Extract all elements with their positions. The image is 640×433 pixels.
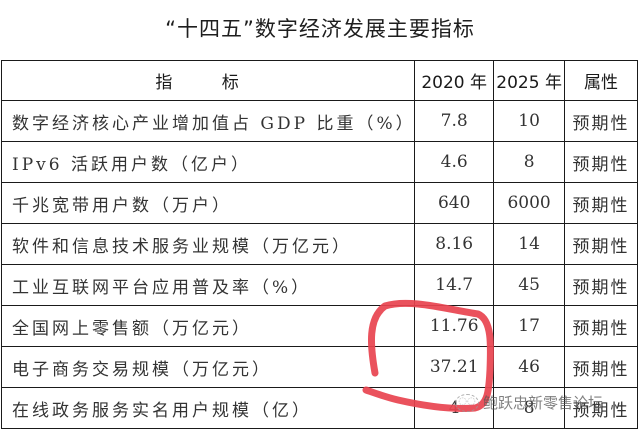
attribute: 预期性 — [564, 100, 638, 142]
page-title: “十四五”数字经济发展主要指标 — [165, 17, 475, 41]
indicator-name: 数字经济核心产业增加值占 GDP 比重（%） — [0, 100, 416, 142]
value-2025: 17 — [493, 305, 566, 347]
attribute: 预期性 — [564, 387, 638, 429]
indicator-name: 电子商务交易规模（万亿元） — [0, 346, 416, 388]
value-2020: 11.76 — [414, 305, 495, 347]
indicator-name: 在线政务服务实名用户规模（亿） — [0, 387, 416, 429]
value-2025: 14 — [493, 223, 566, 265]
value-2020: 4.6 — [414, 141, 495, 183]
table-header-row: 指 标 2020 年 2025 年 属性 — [0, 60, 638, 101]
wechat-icon: ◌◌ — [455, 393, 479, 412]
value-2020: 37.21 — [414, 346, 495, 388]
value-2020: 7.8 — [414, 100, 495, 142]
table-row: 在线政务服务实名用户规模（亿） 4 8 预期性 — [0, 387, 638, 429]
table-row: 电子商务交易规模（万亿元） 37.21 46 预期性 — [0, 346, 638, 388]
table-row: 工业互联网平台应用普及率（%） 14.7 45 预期性 — [0, 264, 638, 306]
table-row: IPv6 活跃用户数（亿户） 4.6 8 预期性 — [0, 141, 638, 183]
indicator-name: 工业互联网平台应用普及率（%） — [0, 264, 416, 306]
value-2025: 8 — [493, 387, 566, 429]
indicator-name: 全国网上零售额（万亿元） — [0, 305, 416, 347]
value-2025: 45 — [493, 264, 566, 306]
header-2025: 2025 年 — [493, 60, 566, 101]
indicator-name: 千兆宽带用户数（万户） — [0, 182, 416, 224]
header-indicator: 指 标 — [0, 60, 416, 101]
indicator-name: 软件和信息技术服务业规模（万亿元） — [0, 223, 416, 265]
attribute: 预期性 — [564, 264, 638, 306]
table-row: 全国网上零售额（万亿元） 11.76 17 预期性 — [0, 305, 638, 347]
indicators-table: 指 标 2020 年 2025 年 属性 数字经济核心产业增加值占 GDP 比重… — [0, 60, 638, 429]
header-attribute: 属性 — [564, 60, 638, 101]
value-2025: 6000 — [493, 182, 566, 224]
table-row: 千兆宽带用户数（万户） 640 6000 预期性 — [0, 182, 638, 224]
watermark-text: 鲍跃忠新零售论坛 — [483, 394, 604, 412]
attribute: 预期性 — [564, 141, 638, 183]
value-2020: 14.7 — [414, 264, 495, 306]
value-2025: 8 — [493, 141, 566, 183]
value-2020: 640 — [414, 182, 495, 224]
value-2025: 10 — [493, 100, 566, 142]
header-2020: 2020 年 — [414, 60, 495, 101]
value-2020: 8.16 — [414, 223, 495, 265]
attribute: 预期性 — [564, 182, 638, 224]
table-row: 软件和信息技术服务业规模（万亿元） 8.16 14 预期性 — [0, 223, 638, 265]
attribute: 预期性 — [564, 305, 638, 347]
watermark: ◌◌ 鲍跃忠新零售论坛 — [455, 392, 603, 413]
table-row: 数字经济核心产业增加值占 GDP 比重（%） 7.8 10 预期性 — [0, 100, 638, 142]
attribute: 预期性 — [564, 223, 638, 265]
attribute: 预期性 — [564, 346, 638, 388]
indicator-name: IPv6 活跃用户数（亿户） — [0, 141, 416, 183]
value-2025: 46 — [493, 346, 566, 388]
